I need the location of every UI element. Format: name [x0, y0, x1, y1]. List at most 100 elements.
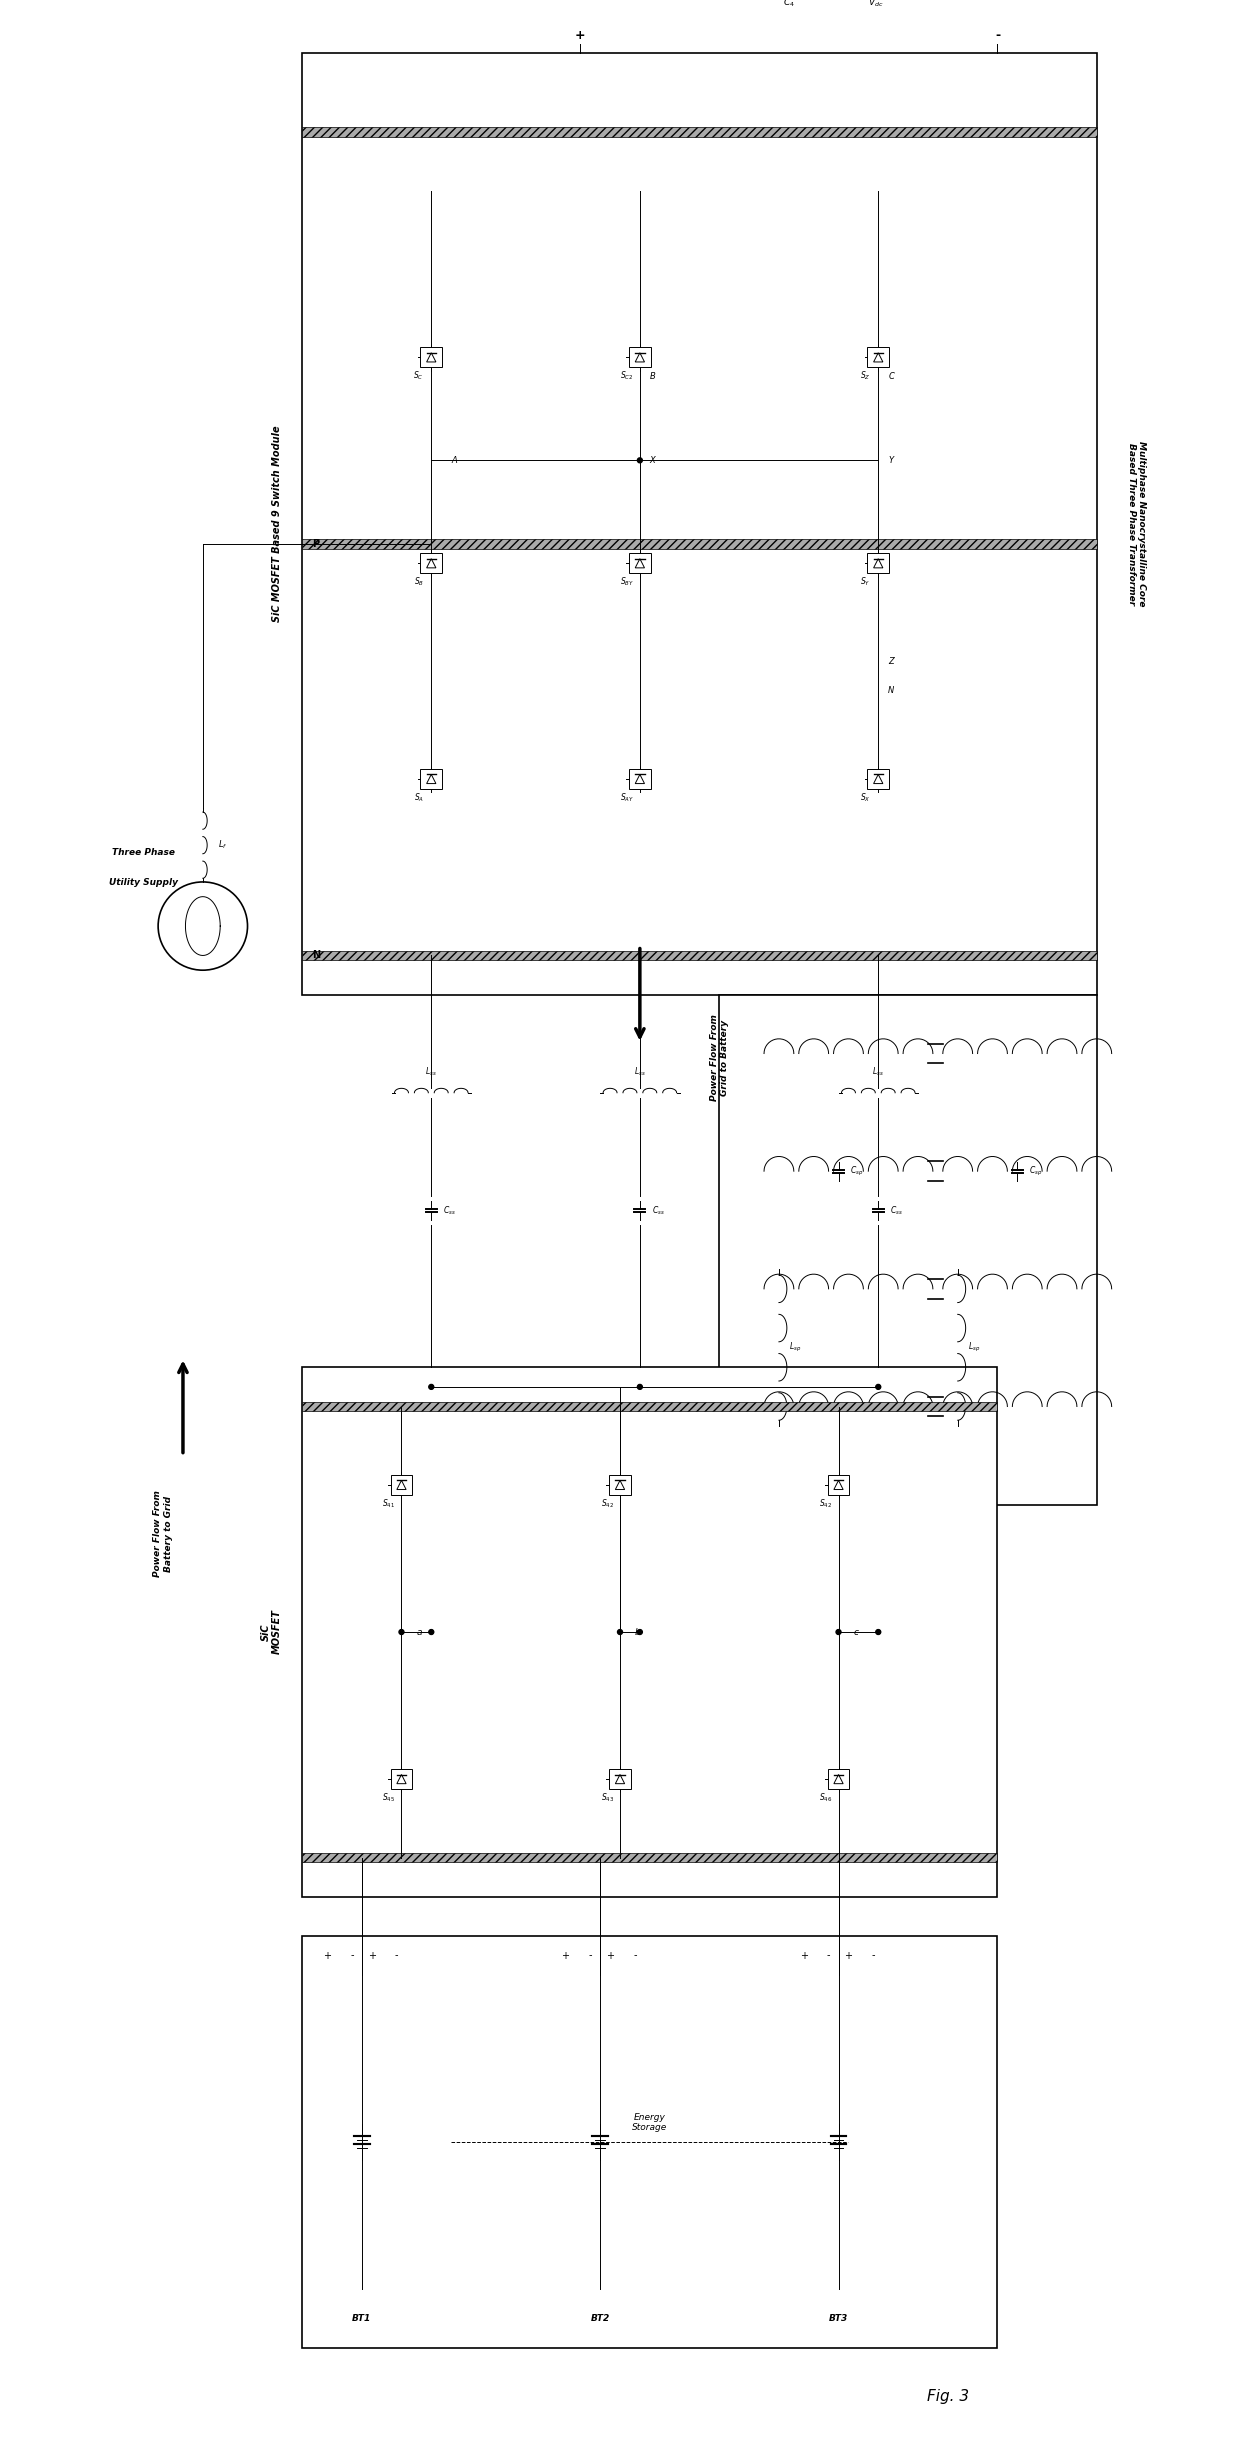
- Circle shape: [637, 458, 642, 463]
- Text: $C_4$: $C_4$: [782, 0, 795, 10]
- Text: b: b: [635, 1627, 641, 1637]
- Text: $S_{42}$: $S_{42}$: [600, 1497, 614, 1509]
- Text: BT2: BT2: [590, 2313, 610, 2323]
- Circle shape: [875, 1384, 880, 1389]
- Circle shape: [618, 1629, 622, 1634]
- Bar: [609, 1769, 631, 1788]
- Text: $S_A$: $S_A$: [413, 791, 424, 804]
- Text: -: -: [994, 29, 999, 42]
- Text: A: A: [451, 456, 456, 466]
- Text: +: +: [368, 1950, 376, 1960]
- Text: $C_{ss}$: $C_{ss}$: [443, 1203, 456, 1218]
- Text: $S_{46}$: $S_{46}$: [820, 1791, 832, 1803]
- Text: $S_{C2}$: $S_{C2}$: [620, 370, 634, 382]
- Text: C: C: [888, 372, 894, 382]
- Text: $C_{ss}$: $C_{ss}$: [652, 1203, 665, 1218]
- Bar: [420, 769, 443, 789]
- Text: Y: Y: [888, 456, 893, 466]
- Text: SiC
MOSFET: SiC MOSFET: [260, 1610, 283, 1654]
- Text: +: +: [575, 29, 585, 42]
- Text: -: -: [350, 1950, 353, 1960]
- Text: Z: Z: [888, 657, 894, 666]
- Bar: [867, 348, 889, 368]
- Text: $S_{43}$: $S_{43}$: [600, 1791, 614, 1803]
- Bar: [303, 54, 1096, 995]
- Text: BT3: BT3: [828, 2313, 848, 2323]
- Bar: [827, 1475, 849, 1494]
- Bar: [420, 554, 443, 573]
- Text: Fig. 3: Fig. 3: [926, 2389, 968, 2403]
- Text: B: B: [650, 372, 656, 382]
- Text: Energy
Storage: Energy Storage: [632, 2112, 667, 2132]
- Bar: [391, 1475, 413, 1494]
- Text: $S_{41}$: $S_{41}$: [382, 1497, 396, 1509]
- Text: $S_Z$: $S_Z$: [861, 370, 870, 382]
- Text: SiC MOSFET Based 9 Switch Module: SiC MOSFET Based 9 Switch Module: [273, 426, 283, 622]
- Text: $S_B$: $S_B$: [413, 576, 424, 588]
- Text: $S_{42}$: $S_{42}$: [820, 1497, 832, 1509]
- Text: +: +: [606, 1950, 614, 1960]
- Text: $S_X$: $S_X$: [861, 791, 870, 804]
- Bar: [629, 769, 651, 789]
- Circle shape: [637, 1384, 642, 1389]
- Text: $S_{BY}$: $S_{BY}$: [620, 576, 635, 588]
- Text: -: -: [872, 1950, 875, 1960]
- Bar: [719, 995, 1096, 1504]
- Bar: [420, 348, 443, 368]
- Text: $L_{ss}$: $L_{ss}$: [425, 1066, 438, 1078]
- Text: X: X: [650, 456, 656, 466]
- Text: Utility Supply: Utility Supply: [109, 877, 177, 887]
- Bar: [303, 539, 1096, 549]
- Text: $L_{sp}$: $L_{sp}$: [967, 1340, 980, 1355]
- Bar: [303, 127, 1096, 137]
- Bar: [867, 769, 889, 789]
- Text: $S_{45}$: $S_{45}$: [382, 1791, 396, 1803]
- Text: $L_{sp}$: $L_{sp}$: [789, 1340, 801, 1355]
- Text: $S_{AY}$: $S_{AY}$: [620, 791, 635, 804]
- Circle shape: [875, 1629, 880, 1634]
- Bar: [629, 348, 651, 368]
- Bar: [303, 1401, 997, 1411]
- Text: $L_{ss}$: $L_{ss}$: [634, 1066, 646, 1078]
- Text: c: c: [853, 1627, 858, 1637]
- Text: Three Phase: Three Phase: [112, 848, 175, 857]
- Text: +: +: [800, 1950, 807, 1960]
- Text: $V_{dc}$: $V_{dc}$: [868, 0, 884, 10]
- Text: +: +: [562, 1950, 569, 1960]
- Text: -: -: [634, 1950, 636, 1960]
- Text: -: -: [827, 1950, 831, 1960]
- Text: $C_{sp}$: $C_{sp}$: [851, 1164, 864, 1178]
- Text: $C_{ss}$: $C_{ss}$: [890, 1203, 903, 1218]
- Text: P: P: [312, 539, 319, 549]
- Text: $L_f$: $L_f$: [218, 838, 227, 853]
- Text: a: a: [417, 1627, 422, 1637]
- Text: BT1: BT1: [352, 2313, 371, 2323]
- Bar: [303, 1367, 997, 1896]
- Circle shape: [637, 1629, 642, 1634]
- Circle shape: [429, 1629, 434, 1634]
- Bar: [867, 554, 889, 573]
- Text: +: +: [322, 1950, 331, 1960]
- Text: Power Flow From
Grid to Battery: Power Flow From Grid to Battery: [709, 1014, 729, 1100]
- Text: Multiphase Nanocrystalline Core
Based Three Phase Transformer: Multiphase Nanocrystalline Core Based Th…: [1127, 441, 1146, 608]
- Bar: [629, 554, 651, 573]
- Bar: [827, 1769, 849, 1788]
- Text: N: N: [888, 686, 894, 696]
- Bar: [303, 1936, 997, 2347]
- Bar: [391, 1769, 413, 1788]
- Text: N: N: [312, 951, 320, 960]
- Circle shape: [836, 1629, 841, 1634]
- Circle shape: [429, 1384, 434, 1389]
- Text: -: -: [394, 1950, 398, 1960]
- Bar: [609, 1475, 631, 1494]
- Text: -: -: [589, 1950, 591, 1960]
- Circle shape: [399, 1629, 404, 1634]
- Text: $C_{sp}$: $C_{sp}$: [1029, 1164, 1043, 1178]
- Bar: [303, 1852, 997, 1862]
- Text: $S_C$: $S_C$: [413, 370, 424, 382]
- Text: Power Flow From
Battery to Grid: Power Flow From Battery to Grid: [154, 1490, 172, 1578]
- Text: $L_{ss}$: $L_{ss}$: [873, 1066, 884, 1078]
- Bar: [303, 951, 1096, 960]
- Text: $S_Y$: $S_Y$: [861, 576, 870, 588]
- Text: +: +: [844, 1950, 852, 1960]
